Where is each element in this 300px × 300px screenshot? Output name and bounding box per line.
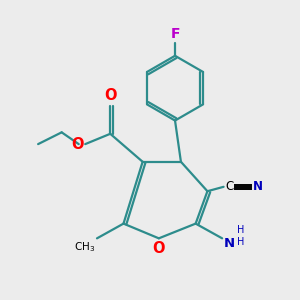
- Text: O: O: [104, 88, 116, 104]
- Text: O: O: [71, 136, 83, 152]
- Text: C: C: [225, 180, 233, 193]
- Text: CH$_3$: CH$_3$: [74, 240, 95, 254]
- Text: O: O: [153, 241, 165, 256]
- Text: N: N: [253, 180, 262, 193]
- Text: H: H: [237, 225, 244, 235]
- Text: F: F: [170, 27, 180, 41]
- Text: H: H: [237, 237, 244, 247]
- Text: N: N: [224, 237, 235, 250]
